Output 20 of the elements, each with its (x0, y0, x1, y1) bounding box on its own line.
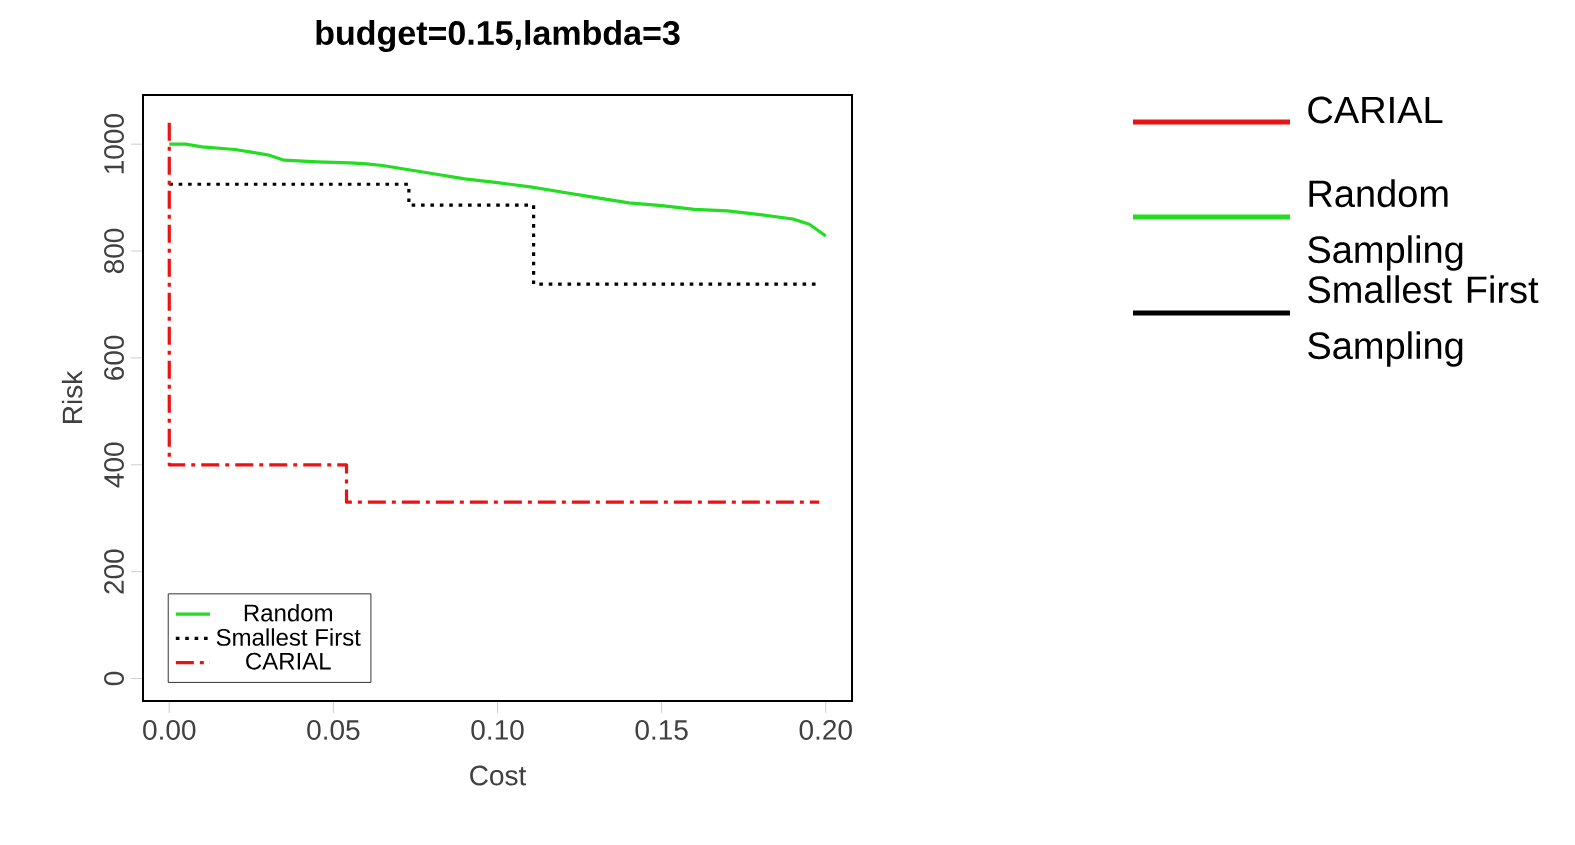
x-tick-label: 0.05 (307, 720, 360, 740)
y-tick-label: 600 (104, 335, 124, 380)
text: Smallest First Sampling (1308, 275, 1539, 367)
x-tick-label: 0.00 (143, 720, 196, 740)
text: Random Sampling (1308, 179, 1463, 271)
y-axis-title: Risk (61, 370, 83, 423)
x-tick-label: 0.15 (635, 720, 688, 740)
x-axis-title: Cost (470, 765, 527, 786)
y-tick-label: 1000 (104, 114, 124, 174)
y-tick-label: 400 (104, 442, 124, 488)
legend-label: Smallest First (216, 628, 361, 646)
x-tick-label: 0.10 (471, 720, 524, 740)
chart-title: budget=0.15,lambda=3 (316, 20, 680, 52)
x-tick-label: 0.20 (799, 720, 852, 740)
y-tick-label: 800 (104, 228, 124, 274)
legend-label: Random (244, 603, 332, 622)
y-tick-label: 200 (104, 549, 124, 594)
legend-label: CARIAL (246, 652, 331, 670)
text: CARIAL (1308, 96, 1443, 124)
y-tick-label: 0 (104, 671, 124, 686)
